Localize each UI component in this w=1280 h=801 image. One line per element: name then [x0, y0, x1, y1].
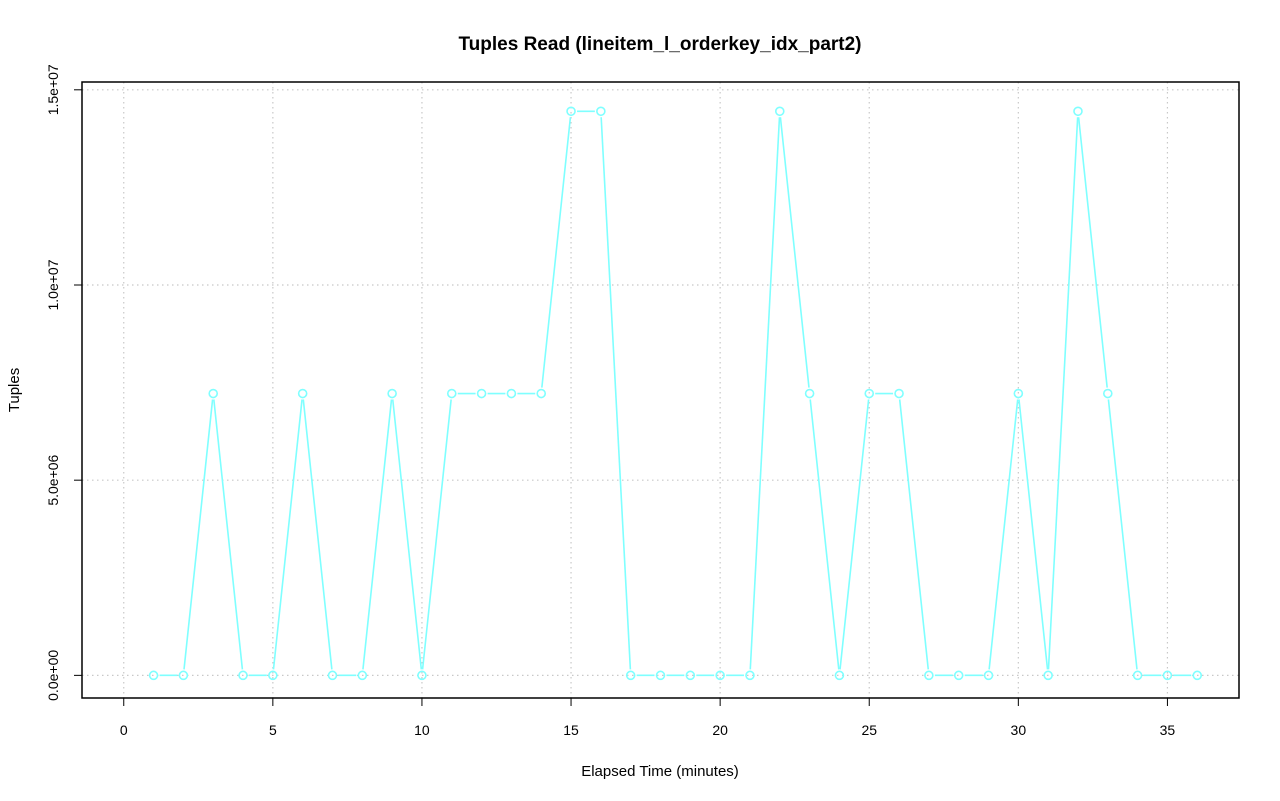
plot-frame: [81, 81, 1240, 699]
data-point: [178, 670, 189, 681]
data-point: [506, 388, 517, 399]
data-point: [238, 670, 248, 681]
x-tick-label: 25: [861, 722, 877, 738]
series-line-segment: [1107, 399, 1138, 670]
x-tick-label: 20: [712, 722, 728, 738]
x-tick-label: 10: [414, 722, 430, 738]
x-tick-label: 0: [120, 722, 128, 738]
series-line-segment: [391, 399, 423, 670]
data-point: [745, 670, 755, 681]
series-line-segment: [839, 399, 870, 670]
x-tick-label: 35: [1160, 722, 1176, 738]
y-axis-label: Tuples: [6, 368, 23, 412]
data-point: [1192, 670, 1203, 681]
data-point: [1073, 106, 1083, 117]
data-point: [1162, 670, 1173, 681]
data-point: [208, 388, 219, 399]
data-point: [953, 670, 964, 681]
data-point: [1132, 670, 1143, 681]
data-point: [536, 388, 547, 399]
series-line-segment: [272, 399, 303, 670]
data-point: [417, 670, 427, 681]
series-line-segment: [302, 399, 333, 670]
data-point: [804, 388, 815, 399]
series-line-segment: [988, 399, 1019, 670]
series-line-segment: [362, 399, 393, 670]
x-tick-label: 5: [269, 722, 277, 738]
data-point: [566, 106, 576, 117]
series-line-segment: [213, 399, 244, 670]
data-point: [655, 670, 666, 681]
series-line-segment: [1018, 399, 1049, 670]
x-tick-label: 30: [1011, 722, 1027, 738]
data-point: [864, 388, 875, 399]
data-point: [596, 106, 606, 117]
series-line-segment: [1047, 117, 1079, 670]
data-point: [924, 670, 934, 681]
data-point: [476, 388, 487, 399]
y-tick-label: 1.5e+07: [45, 64, 61, 115]
data-point: [148, 670, 159, 681]
x-tick-label: 15: [563, 722, 579, 738]
data-point: [327, 670, 338, 681]
data-point: [1013, 388, 1024, 399]
series-line-segment: [809, 399, 840, 670]
data-point: [387, 388, 397, 399]
series-line-segment: [183, 399, 214, 670]
data-point: [297, 388, 308, 399]
data-point: [685, 670, 696, 681]
series-line-segment: [898, 399, 930, 670]
data-point: [983, 670, 994, 681]
y-tick-label: 0.0e+00: [45, 650, 61, 701]
series-line-segment: [749, 117, 781, 670]
series-layer: [148, 106, 1203, 681]
data-point: [268, 670, 278, 681]
data-point: [715, 670, 725, 681]
y-tick-label: 5.0e+06: [45, 454, 61, 505]
series-line-segment: [541, 117, 572, 388]
chart-title: Tuples Read (lineitem_l_orderkey_idx_par…: [458, 34, 861, 55]
series-line-segment: [779, 117, 810, 388]
y-tick-label: 1.0e+07: [45, 259, 61, 310]
data-point: [774, 106, 785, 117]
series-line-segment: [421, 399, 452, 670]
data-point: [625, 670, 636, 681]
data-point: [357, 670, 368, 681]
series-line-segment: [1077, 117, 1108, 388]
data-point: [446, 388, 457, 399]
data-point: [894, 388, 904, 399]
data-point: [1102, 388, 1113, 399]
data-point: [834, 670, 845, 681]
x-axis-label: Elapsed Time (minutes): [581, 763, 739, 780]
grid-lines: [82, 82, 1239, 698]
data-point: [1043, 670, 1053, 681]
axes: 0 5 10 15 20 25 30 35 0.0e+00 5.0e+06 1.0e+07 1.5e+…: [45, 64, 1175, 738]
series-line-segment: [600, 117, 632, 670]
